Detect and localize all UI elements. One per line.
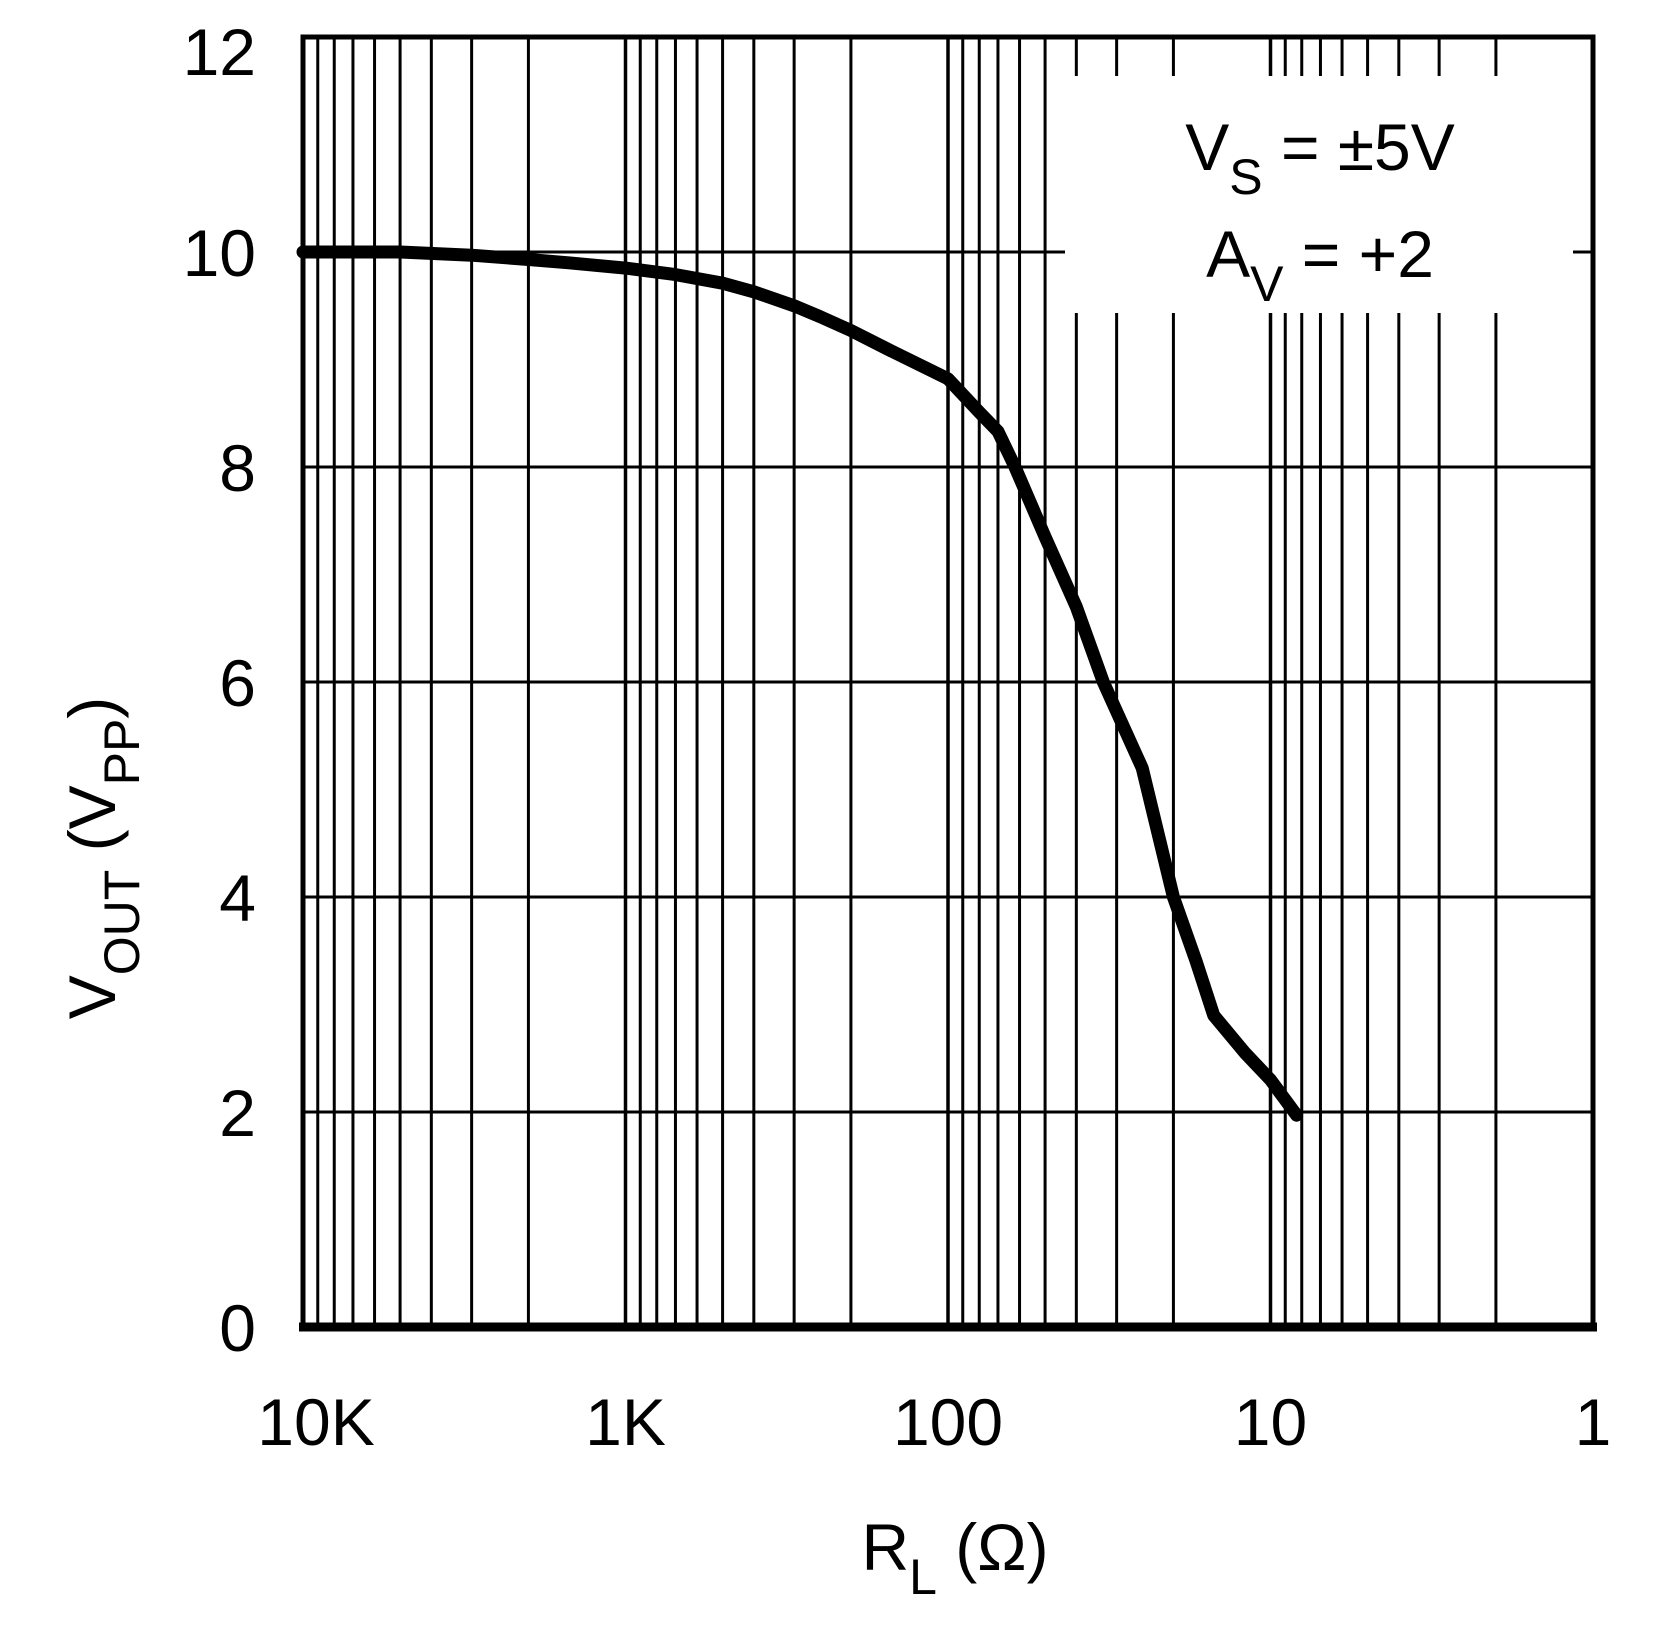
y-tick-label-6: 6 (219, 646, 256, 720)
y-tick-label-4: 4 (219, 861, 256, 935)
annotation-line-2: AV = +2 (1206, 217, 1434, 312)
y-axis-title: VOUT (VPP) (55, 697, 150, 1020)
x-axis-title: RL (Ω) (861, 1510, 1048, 1605)
x-tick-label-100: 100 (893, 1385, 1003, 1459)
x-tick-label-10: 10 (1234, 1385, 1307, 1459)
y-tick-label-2: 2 (219, 1076, 256, 1150)
y-tick-label-10: 10 (183, 216, 256, 290)
data-curve (296, 245, 1304, 1122)
y-axis-tick-labels: 0 2 4 6 8 10 12 (183, 15, 256, 1365)
annotation-text: VS = ±5V AV = +2 (1185, 110, 1455, 312)
y-tick-label-0: 0 (219, 1291, 256, 1365)
y-tick-label-8: 8 (219, 431, 256, 505)
x-tick-label-1: 1 (1575, 1385, 1612, 1459)
x-axis-tick-labels: 10K 1K 100 10 1 (257, 1385, 1611, 1459)
y-tick-label-12: 12 (183, 15, 256, 89)
annotation-box (1065, 76, 1573, 313)
annotation-line-1: VS = ±5V (1185, 110, 1455, 205)
x-tick-label-1K: 1K (585, 1385, 666, 1459)
x-tick-label-10K: 10K (257, 1385, 374, 1459)
